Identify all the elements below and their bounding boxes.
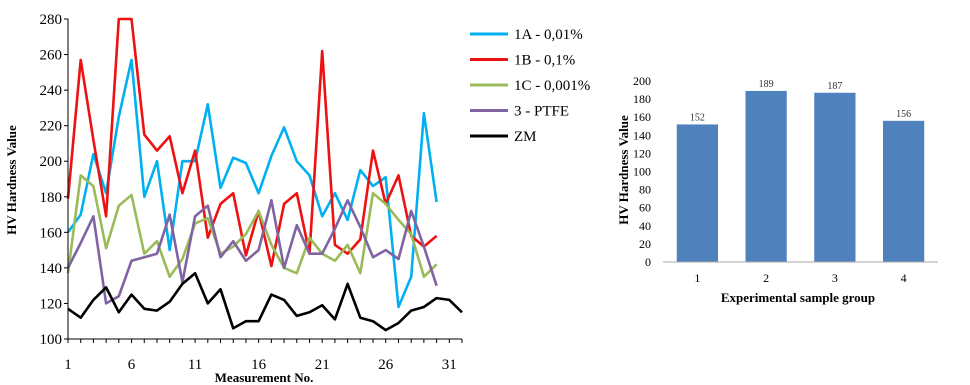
bar-2 (745, 90, 787, 262)
bar-data-label: 189 (759, 79, 774, 90)
legend-label-1b-0-1: 1B - 0,1% (514, 53, 575, 69)
bar-data-label: 156 (896, 109, 911, 120)
bar-3 (814, 92, 856, 262)
y-tick-label: 280 (40, 12, 63, 28)
bar-1 (676, 124, 718, 262)
bar-data-label: 187 (827, 81, 842, 92)
x-tick-label: 21 (315, 357, 330, 373)
x-tick-label: 31 (442, 357, 457, 373)
bar-chart-bars: 152 189 187 156 (676, 79, 925, 262)
line-chart-y-ticks: 100 120 140 160 180 200 220 240 260 280 (40, 12, 68, 348)
y-tick-label: 200 (40, 154, 63, 170)
legend-label-1c-0-001: 1C - 0,001% (514, 78, 590, 94)
bar-chart-xlabel: Experimental sample group (721, 290, 875, 305)
bar-x-tick-label: 3 (832, 271, 838, 285)
y-tick-label: 140 (40, 261, 63, 277)
bar-4 (883, 120, 925, 262)
bar-x-tick-label: 4 (901, 271, 907, 285)
x-tick-label: 1 (64, 357, 72, 373)
line-chart-legend: 1A - 0,01% 1B - 0,1% 1C - 0,001% 3 - PTFE ZM (470, 27, 590, 145)
bar-y-tick-label: 40 (639, 219, 651, 233)
bar-x-tick-label: 1 (694, 271, 700, 285)
bar-chart-x-ticks: 1 2 3 4 (694, 271, 906, 285)
line-chart-x-ticks: 1 6 11 16 21 26 31 (64, 339, 463, 373)
series-line-3-ptfe (66, 199, 438, 305)
x-tick-label: 26 (378, 357, 394, 373)
line-chart-series (66, 17, 463, 332)
bar-chart-ylabel: HV Hardness Value (616, 115, 631, 225)
bar-y-tick-label: 120 (633, 146, 651, 160)
bar-data-label: 152 (690, 112, 705, 123)
legend-label-zm: ZM (514, 129, 537, 145)
bar-y-tick-label: 200 (633, 74, 651, 88)
y-tick-label: 220 (40, 119, 63, 135)
line-chart-xlabel: Measurement No. (215, 370, 314, 385)
bar-y-tick-label: 180 (633, 92, 651, 106)
line-chart-ylabel: HV Hardness Value (4, 125, 19, 235)
y-tick-label: 180 (40, 190, 63, 206)
bar-x-tick-label: 2 (763, 271, 769, 285)
bar-y-tick-label: 0 (645, 255, 651, 269)
bar-y-tick-label: 80 (639, 183, 651, 197)
bar-y-tick-label: 140 (633, 128, 651, 142)
y-tick-label: 260 (40, 48, 63, 64)
x-tick-label: 11 (188, 357, 202, 373)
x-tick-label: 16 (251, 357, 267, 373)
y-tick-label: 240 (40, 83, 63, 99)
series-line-1c-0-001 (66, 174, 438, 279)
bar-y-tick-label: 60 (639, 201, 651, 215)
bar-chart-y-ticks: 0 20 40 60 80 100 120 140 160 180 200 (633, 74, 651, 269)
bar-y-tick-label: 160 (633, 110, 651, 124)
series-line-zm (67, 271, 463, 332)
legend-label-3-ptfe: 3 - PTFE (514, 104, 569, 120)
x-tick-label: 6 (128, 357, 136, 373)
y-tick-label: 100 (40, 332, 63, 348)
legend-label-1a-0-01: 1A - 0,01% (514, 27, 583, 43)
bar-y-tick-label: 20 (639, 237, 651, 251)
y-tick-label: 160 (40, 225, 63, 241)
series-line-1a-0-01 (66, 58, 438, 309)
bar-y-tick-label: 100 (633, 165, 651, 179)
bar-chart: 0 20 40 60 80 100 120 140 160 180 200 152 189 187 156… (616, 74, 938, 305)
series-line-1b-0-1 (66, 17, 438, 268)
y-tick-label: 120 (40, 296, 63, 312)
